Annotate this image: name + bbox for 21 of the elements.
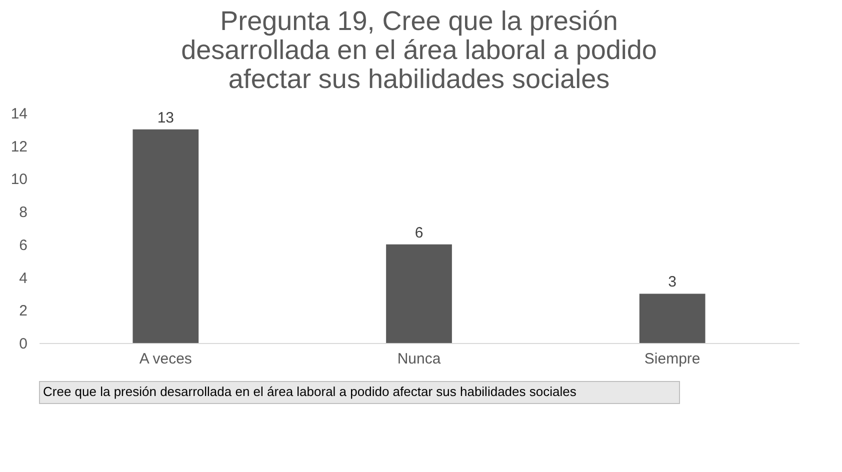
bar: [132, 129, 199, 343]
y-tick-label: 10: [10, 171, 28, 188]
data-label: 6: [414, 224, 424, 242]
y-tick-label: 14: [10, 106, 28, 122]
bar: [386, 244, 452, 343]
x-tick-label: A veces: [139, 350, 192, 368]
text: Cree que la presión desarrollada en el área laboral a podido afectar sus habilidades sociales: [43, 384, 577, 399]
data-label: 13: [157, 109, 174, 126]
text: afectar sus habilidades sociales: [228, 64, 610, 94]
y-tick-label: 6: [19, 236, 28, 254]
bar: [639, 294, 706, 343]
y-tick-label: 2: [19, 302, 28, 320]
text: Pregunta 19, Cree que la presión: [220, 6, 618, 36]
y-tick-label: 8: [19, 204, 28, 222]
text: desarrollada en el área laboral a podido: [181, 35, 657, 65]
y-tick-label: 0: [19, 336, 28, 352]
x-tick-label: Nunca: [397, 350, 442, 368]
y-tick-label: 4: [19, 270, 28, 287]
y-tick-label: 12: [10, 138, 28, 156]
x-tick-label: Siempre: [644, 350, 700, 368]
data-label: 3: [668, 274, 677, 291]
